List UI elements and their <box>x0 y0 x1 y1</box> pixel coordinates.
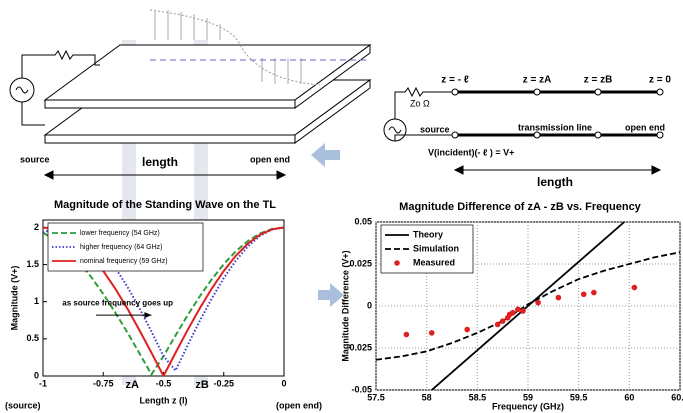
legend-label: Theory <box>413 229 443 239</box>
y-tick-label: 0.025 <box>349 258 372 268</box>
legend-label: higher frequency (64 GHz) <box>80 244 162 251</box>
series-line <box>376 251 680 361</box>
label: open end <box>625 122 665 132</box>
y-tick-label: 1 <box>34 296 39 306</box>
chart-title: Magnitude of the Standing Wave on the TL <box>54 199 276 211</box>
x-axis-label: Frequency (GHz) <box>492 401 564 411</box>
source-wave <box>15 86 29 94</box>
marker <box>515 306 521 313</box>
label: source <box>420 124 450 134</box>
x-tick-label: -0.25 <box>213 378 234 388</box>
y-axis-label: Magnitude Difference (V+) <box>340 250 350 361</box>
marker <box>535 299 541 306</box>
marker <box>591 289 597 296</box>
label: open end <box>250 154 290 164</box>
label: transmission line <box>518 122 592 132</box>
annotation: as source frequency goes up <box>62 298 173 307</box>
series-line <box>431 222 625 390</box>
y-tick-label: -0.025 <box>346 342 372 352</box>
marker <box>631 284 638 291</box>
arrow-heads <box>453 165 662 175</box>
x-tick-label: 57.5 <box>367 392 385 402</box>
source-wire <box>21 49 100 78</box>
top-plate-edge <box>44 99 296 109</box>
legend-label: Measured <box>413 257 455 267</box>
marker <box>510 309 516 316</box>
y-tick-label: -0.05 <box>351 384 372 394</box>
top-plate-side <box>294 44 371 109</box>
x-axis-label: Length z (l) <box>140 395 188 405</box>
field-arrows <box>154 10 302 84</box>
point-label: zB <box>195 379 209 391</box>
label: length <box>537 175 573 189</box>
y-tick-label: 2 <box>34 222 39 232</box>
x-tick-label: 60 <box>624 392 634 402</box>
label: length <box>142 155 178 169</box>
x-tick-label: -1 <box>39 378 47 388</box>
bottom-plate-edge <box>44 134 296 144</box>
legend-label: lower frequency (54 GHz) <box>80 230 160 237</box>
x-tick-label: 58 <box>422 392 432 402</box>
x-tick-label: 0 <box>281 378 286 388</box>
x-tick-label: 58.5 <box>469 392 487 402</box>
label: V(incident)(- ℓ ) = V+ <box>428 147 514 157</box>
marker <box>494 321 501 328</box>
arrow-heads <box>43 170 287 180</box>
y-tick-label: 0 <box>34 370 39 380</box>
legend-swatch <box>394 260 400 266</box>
bottom-plate-side <box>294 79 371 144</box>
marker <box>499 318 506 324</box>
x-tick-label: 60.5 <box>671 392 683 402</box>
marker <box>520 308 526 314</box>
ground-wire <box>21 102 45 126</box>
source-wave <box>388 126 402 134</box>
y-axis-label: Magnitude (V+) <box>9 266 19 331</box>
circuit-wire <box>394 86 452 141</box>
marker <box>403 331 410 338</box>
label: source <box>20 154 50 164</box>
marker <box>555 294 562 301</box>
end-label: (source) <box>5 400 41 410</box>
label: z = 0 <box>649 75 671 86</box>
annotation-arrowhead <box>144 312 152 319</box>
marker <box>428 330 435 336</box>
x-tick-label: -0.5 <box>156 378 172 388</box>
y-tick-label: 0 <box>367 300 372 310</box>
terminals <box>451 88 664 139</box>
legend-label: Simulation <box>413 243 459 253</box>
label: z = zA <box>523 75 552 86</box>
end-label: (open end) <box>276 400 322 410</box>
legend-label: nominal frequency (59 GHz) <box>80 258 168 265</box>
marker <box>580 291 587 298</box>
y-tick-label: 0.5 <box>26 333 39 343</box>
label: Zo Ω <box>410 98 430 108</box>
y-tick-label: 0.05 <box>354 216 372 226</box>
x-tick-label: 59.5 <box>570 392 588 402</box>
x-tick-label: 59 <box>523 392 533 402</box>
flow-arrow <box>311 143 340 167</box>
wave-outline <box>149 9 321 86</box>
y-tick-label: 1.5 <box>26 259 39 269</box>
label: z = - ℓ <box>441 75 469 86</box>
flow-arrow <box>318 283 344 307</box>
label: z = zB <box>584 75 613 86</box>
diagram <box>9 9 664 385</box>
point-label: zA <box>125 379 139 391</box>
x-tick-label: -0.75 <box>93 378 114 388</box>
marker <box>464 326 471 333</box>
chart-title: Magnitude Difference of zA - zB vs. Freq… <box>399 201 642 213</box>
